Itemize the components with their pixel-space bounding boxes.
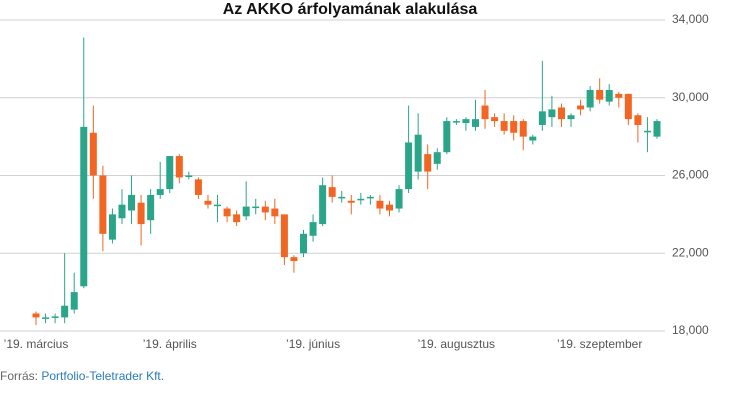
candle-body xyxy=(89,132,97,176)
candle-body xyxy=(376,200,384,209)
candle-body xyxy=(634,115,642,125)
candle-body xyxy=(653,121,661,137)
candle-body xyxy=(414,134,422,172)
candle-body xyxy=(271,208,279,217)
candle-body xyxy=(166,156,174,190)
candle-body xyxy=(405,142,413,190)
candle-body xyxy=(32,313,40,318)
candle-body xyxy=(261,206,269,213)
candle-body xyxy=(223,208,231,217)
candle-body xyxy=(194,179,202,195)
candle-body xyxy=(596,89,604,100)
candle-body xyxy=(395,189,403,209)
candle-body xyxy=(443,121,451,153)
candle-body xyxy=(80,126,88,287)
candle-body xyxy=(309,222,317,236)
candle-body xyxy=(491,117,499,122)
candle-body xyxy=(99,175,107,234)
source-link[interactable]: Portfolio-Teletrader Kft. xyxy=(41,369,164,383)
source: Forrás: Portfolio-Teletrader Kft. xyxy=(0,369,164,383)
chart-title: Az AKKO árfolyamának alakulása xyxy=(223,1,478,18)
candle-body xyxy=(175,156,183,178)
candle-body xyxy=(137,202,145,225)
x-tick-label: ’19. augusztus xyxy=(418,337,495,351)
candle-body xyxy=(338,196,346,199)
candle-body xyxy=(643,130,651,133)
candle-body xyxy=(147,194,155,221)
candle-body xyxy=(118,204,126,219)
y-tick-label: 26,000 xyxy=(672,168,709,182)
candle-body xyxy=(108,214,116,240)
candle-body xyxy=(510,121,518,133)
candle-body xyxy=(481,105,489,120)
y-tick-label: 18,000 xyxy=(672,323,709,337)
candle-body xyxy=(280,214,288,258)
candle-body xyxy=(252,206,260,209)
candle-body xyxy=(548,109,556,118)
candle-body xyxy=(300,233,308,254)
candle-body xyxy=(424,154,432,172)
candle-body xyxy=(529,136,537,141)
candle-body xyxy=(290,257,298,262)
x-tick-label: ’19. szeptember xyxy=(557,337,642,351)
candle-body xyxy=(471,119,479,127)
candle-body xyxy=(624,93,632,120)
candle-body xyxy=(128,194,136,211)
candle-body xyxy=(214,204,222,207)
candle-body xyxy=(557,107,565,120)
candle-body xyxy=(385,204,393,211)
y-tick-label: 30,000 xyxy=(672,90,709,104)
candle-body xyxy=(328,187,336,197)
candle-body xyxy=(586,89,594,108)
candle-body xyxy=(366,196,374,199)
candle-body xyxy=(577,105,585,110)
y-tick-label: 22,000 xyxy=(672,245,709,259)
candle-body xyxy=(462,119,470,124)
candle-body xyxy=(347,200,355,203)
candle-body xyxy=(538,111,546,125)
candle-body xyxy=(156,189,164,195)
candle-body xyxy=(357,198,365,201)
x-tick-label: ’19. június xyxy=(286,337,340,351)
x-tick-label: ’19. március xyxy=(4,337,69,351)
candle-body xyxy=(51,316,59,318)
source-label: Forrás: xyxy=(0,369,38,383)
candle-body xyxy=(319,185,327,225)
candle-body xyxy=(615,93,623,98)
candle-body xyxy=(70,292,78,310)
candle-body xyxy=(42,317,50,319)
candle-body xyxy=(61,305,69,318)
x-tick-label: ’19. április xyxy=(143,337,197,351)
y-tick-label: 34,000 xyxy=(672,12,709,26)
candle-body xyxy=(433,152,441,164)
candle-body xyxy=(605,89,613,102)
candle-body xyxy=(204,200,212,205)
candle-body xyxy=(233,214,241,223)
candle-body xyxy=(185,175,193,177)
candle-body xyxy=(452,121,460,123)
candle-body xyxy=(567,115,575,120)
candle-body xyxy=(519,121,527,137)
candle-body xyxy=(500,121,508,131)
candle-body xyxy=(242,206,250,217)
